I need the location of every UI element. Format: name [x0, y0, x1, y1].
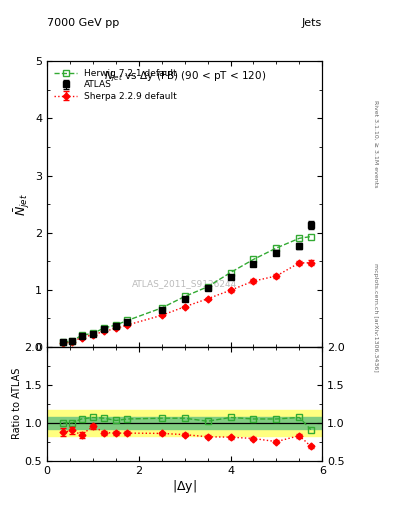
Text: ATLAS_2011_S9126244: ATLAS_2011_S9126244 — [132, 280, 237, 288]
Herwig 7.2.1 default — [114, 322, 118, 328]
Y-axis label: $\bar{N}_{jet}$: $\bar{N}_{jet}$ — [13, 193, 32, 216]
Herwig 7.2.1 default — [228, 269, 233, 275]
Herwig 7.2.1 default — [251, 257, 256, 263]
Legend: Herwig 7.2.1 default, ATLAS, Sherpa 2.2.9 default: Herwig 7.2.1 default, ATLAS, Sherpa 2.2.… — [51, 66, 180, 104]
Herwig 7.2.1 default — [91, 330, 95, 336]
X-axis label: |$\Delta$y|: |$\Delta$y| — [172, 478, 197, 496]
Herwig 7.2.1 default — [182, 293, 187, 300]
Text: Jets: Jets — [302, 18, 322, 28]
Text: $N_{jet}$ vs $\Delta$y (FB) (90 < pT < 120): $N_{jet}$ vs $\Delta$y (FB) (90 < pT < 1… — [104, 70, 266, 84]
Herwig 7.2.1 default — [61, 339, 66, 345]
Herwig 7.2.1 default — [125, 317, 130, 324]
Herwig 7.2.1 default — [160, 305, 164, 311]
Herwig 7.2.1 default — [70, 338, 75, 344]
Text: Rivet 3.1.10, ≥ 3.1M events: Rivet 3.1.10, ≥ 3.1M events — [373, 100, 378, 187]
Herwig 7.2.1 default — [102, 325, 107, 331]
Line: Herwig 7.2.1 default: Herwig 7.2.1 default — [61, 234, 314, 345]
Herwig 7.2.1 default — [297, 235, 302, 241]
Herwig 7.2.1 default — [79, 332, 84, 338]
Herwig 7.2.1 default — [309, 233, 313, 240]
Text: mcplots.cern.ch [arXiv:1306.3436]: mcplots.cern.ch [arXiv:1306.3436] — [373, 263, 378, 372]
Bar — [47, 417, 322, 429]
Herwig 7.2.1 default — [274, 245, 279, 251]
Text: 7000 GeV pp: 7000 GeV pp — [47, 18, 119, 28]
Bar — [47, 410, 322, 436]
Herwig 7.2.1 default — [205, 284, 210, 290]
Y-axis label: Ratio to ATLAS: Ratio to ATLAS — [12, 368, 22, 439]
